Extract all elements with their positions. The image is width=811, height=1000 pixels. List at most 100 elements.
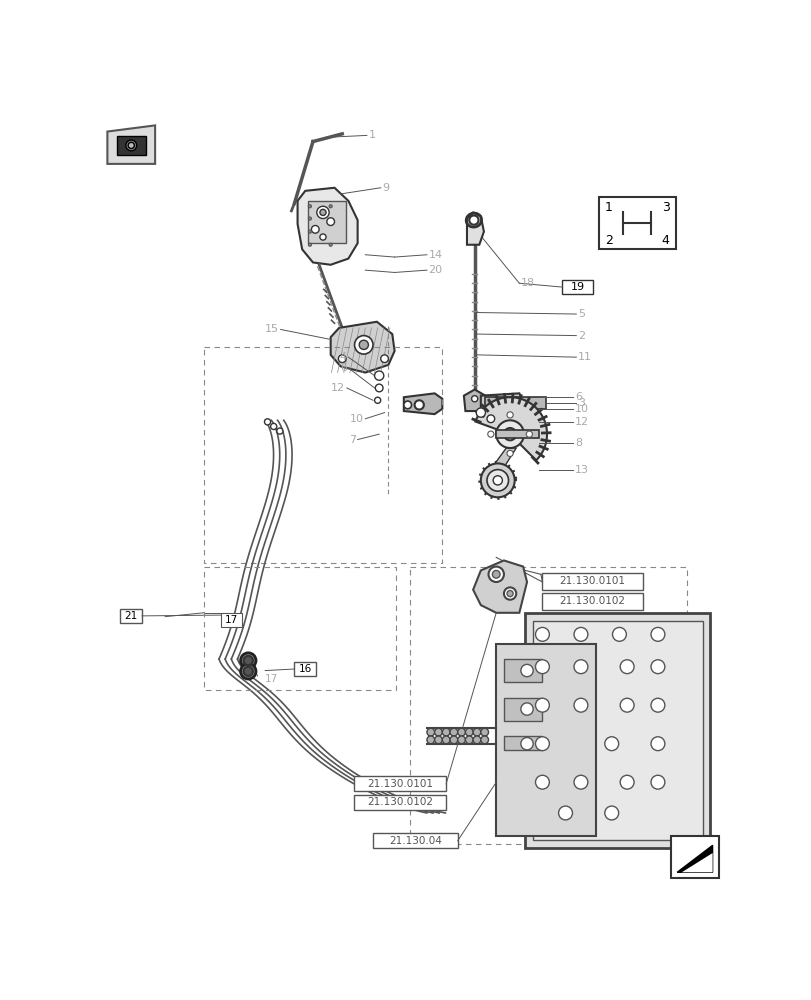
Text: 10: 10 — [574, 404, 588, 414]
Bar — [525, 613, 710, 848]
Text: 8: 8 — [574, 438, 581, 448]
Polygon shape — [403, 393, 442, 414]
Circle shape — [520, 738, 533, 750]
Circle shape — [534, 775, 549, 789]
Circle shape — [534, 627, 549, 641]
Bar — [307, 201, 345, 243]
Circle shape — [465, 728, 473, 736]
Text: 4: 4 — [661, 234, 669, 247]
Text: 2: 2 — [577, 331, 584, 341]
Text: 3: 3 — [577, 398, 584, 408]
Circle shape — [434, 736, 442, 744]
Circle shape — [414, 400, 423, 410]
Circle shape — [380, 355, 388, 363]
Circle shape — [326, 218, 334, 225]
Circle shape — [308, 243, 311, 246]
Bar — [562, 280, 593, 294]
Bar — [294, 662, 315, 676]
Bar — [598, 197, 675, 249]
Circle shape — [492, 476, 502, 485]
Polygon shape — [480, 393, 522, 414]
Bar — [354, 795, 445, 810]
Circle shape — [264, 419, 270, 425]
Circle shape — [240, 664, 255, 679]
Circle shape — [504, 428, 516, 440]
Circle shape — [611, 627, 625, 641]
Text: 6: 6 — [340, 363, 346, 373]
Circle shape — [328, 205, 332, 208]
Text: 16: 16 — [298, 664, 311, 674]
Circle shape — [473, 728, 480, 736]
Circle shape — [374, 397, 380, 403]
Text: 14: 14 — [428, 250, 442, 260]
Circle shape — [308, 230, 311, 233]
Circle shape — [338, 355, 345, 363]
Circle shape — [469, 215, 478, 225]
Circle shape — [487, 470, 508, 491]
Circle shape — [488, 567, 504, 582]
Text: 21: 21 — [124, 611, 138, 621]
Polygon shape — [493, 448, 516, 465]
Circle shape — [427, 736, 434, 744]
Bar — [485, 397, 545, 409]
Bar — [504, 736, 542, 750]
Circle shape — [487, 415, 494, 423]
Circle shape — [573, 775, 587, 789]
Circle shape — [558, 806, 572, 820]
Text: 13: 13 — [574, 465, 588, 475]
Bar — [204, 347, 442, 563]
Circle shape — [573, 660, 587, 674]
Bar — [504, 659, 542, 682]
Circle shape — [243, 656, 252, 665]
Circle shape — [311, 225, 319, 233]
Text: 7: 7 — [349, 435, 356, 445]
Circle shape — [471, 396, 477, 402]
Circle shape — [375, 384, 383, 392]
Circle shape — [320, 209, 326, 215]
Text: 5: 5 — [577, 309, 584, 319]
Text: 12: 12 — [331, 383, 345, 393]
Polygon shape — [676, 845, 712, 872]
Circle shape — [434, 728, 442, 736]
Bar — [354, 776, 445, 791]
Circle shape — [442, 728, 449, 736]
Circle shape — [354, 336, 372, 354]
Circle shape — [473, 736, 480, 744]
Text: 4: 4 — [339, 352, 346, 362]
Circle shape — [475, 408, 485, 417]
Circle shape — [308, 205, 311, 208]
Text: 17: 17 — [225, 615, 238, 625]
Circle shape — [604, 806, 618, 820]
Polygon shape — [474, 397, 547, 460]
Circle shape — [650, 627, 664, 641]
Circle shape — [520, 703, 533, 715]
Text: 1: 1 — [368, 130, 375, 140]
Circle shape — [506, 590, 513, 597]
Circle shape — [506, 450, 513, 456]
Circle shape — [449, 728, 457, 736]
Circle shape — [442, 736, 449, 744]
Bar — [496, 430, 538, 438]
Polygon shape — [473, 560, 526, 613]
Circle shape — [308, 217, 311, 220]
Text: 19: 19 — [570, 282, 584, 292]
Circle shape — [650, 737, 664, 751]
Text: 20: 20 — [428, 265, 442, 275]
Bar — [496, 644, 595, 836]
Circle shape — [526, 431, 532, 437]
Circle shape — [504, 587, 516, 600]
Bar — [542, 573, 642, 590]
Circle shape — [506, 412, 513, 418]
Text: 11: 11 — [577, 352, 591, 362]
Circle shape — [604, 737, 618, 751]
Polygon shape — [330, 322, 394, 373]
Polygon shape — [297, 188, 357, 265]
Circle shape — [480, 463, 514, 497]
Bar — [117, 136, 146, 155]
Bar — [670, 836, 718, 878]
Circle shape — [128, 142, 134, 148]
Text: 6: 6 — [574, 392, 581, 402]
Bar — [372, 833, 457, 848]
Circle shape — [328, 243, 332, 246]
Circle shape — [573, 698, 587, 712]
